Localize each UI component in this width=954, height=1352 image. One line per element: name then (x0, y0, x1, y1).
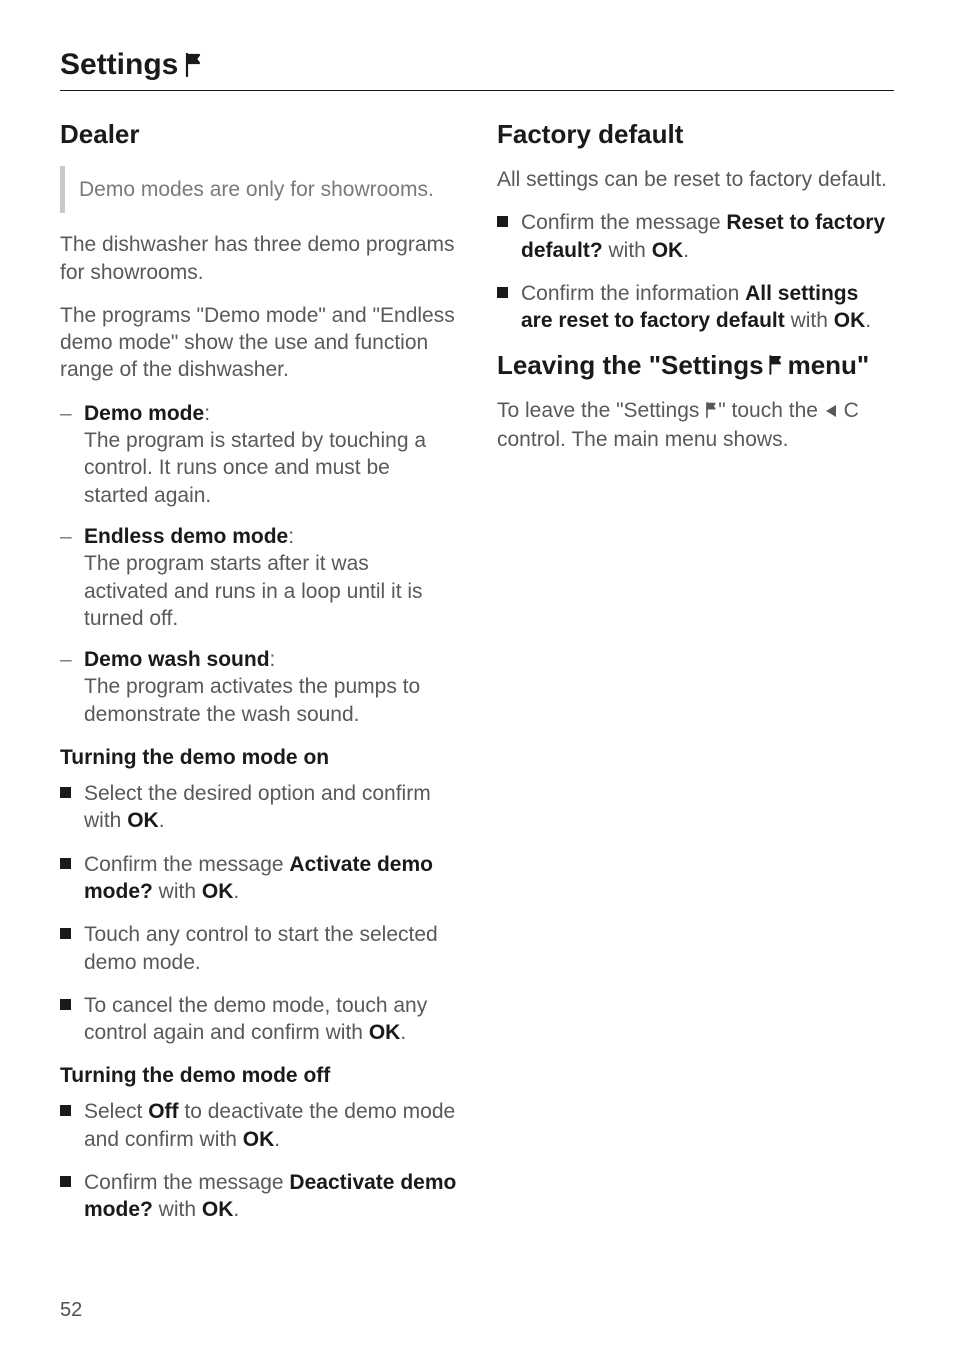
dealer-heading: Dealer (60, 119, 457, 150)
flag-icon (768, 350, 784, 381)
text: Confirm the message (521, 211, 726, 234)
text: . (683, 239, 689, 262)
mode-desc: The program is started by touching a con… (84, 429, 426, 507)
right-column: Factory default All settings can be rese… (497, 119, 894, 1240)
turn-off-heading: Turning the demo mode off (60, 1064, 457, 1088)
ok-label: OK (652, 239, 684, 262)
text: Confirm the message (84, 853, 289, 876)
para-showrooms: The dishwasher has three demo programs f… (60, 231, 457, 286)
turn-on-steps: Select the desired option and confirm wi… (60, 780, 457, 1046)
flag-icon (184, 52, 204, 78)
ok-label: OK (243, 1128, 275, 1151)
text: . (233, 880, 239, 903)
text: Confirm the information (521, 282, 745, 305)
triangle-left-icon (824, 398, 838, 425)
text: " touch the (718, 399, 824, 422)
list-item: Confirm the message Reset to factory def… (497, 209, 894, 264)
list-item: Select the desired option and confirm wi… (60, 780, 457, 835)
text: . (233, 1198, 239, 1221)
list-item: Confirm the message Deactivate demo mode… (60, 1169, 457, 1224)
ok-label: OK (369, 1021, 401, 1044)
mode-title: Endless demo mode (84, 525, 288, 548)
page-title-text: Settings (60, 48, 178, 82)
mode-title: Demo mode (84, 402, 204, 425)
list-item: Demo wash sound: The program activates t… (60, 646, 457, 728)
text: . (159, 809, 165, 832)
text: with (785, 309, 834, 332)
text: with (153, 1198, 202, 1221)
text: Confirm the message (84, 1171, 289, 1194)
list-item: Touch any control to start the selected … (60, 921, 457, 976)
text: Touch any control to start the selected … (84, 923, 438, 973)
left-column: Dealer Demo modes are only for showrooms… (60, 119, 457, 1240)
list-item: Confirm the message Activate demo mode? … (60, 851, 457, 906)
colon: : (288, 525, 294, 548)
list-item: Demo mode: The program is started by tou… (60, 400, 457, 509)
list-item: Endless demo mode: The program starts af… (60, 523, 457, 632)
note-box: Demo modes are only for showrooms. (60, 166, 457, 213)
text: To leave the "Settings (497, 399, 705, 422)
factory-para: All settings can be reset to factory def… (497, 166, 894, 193)
mode-title: Demo wash sound (84, 648, 270, 671)
list-item: To cancel the demo mode, touch any contr… (60, 992, 457, 1047)
text: Leaving the "Settings (497, 350, 764, 381)
leaving-para: To leave the "Settings " touch the C con… (497, 397, 894, 452)
page-number: 52 (60, 1299, 82, 1322)
page-title: Settings (60, 48, 894, 91)
text: menu" (788, 350, 870, 381)
para-programs: The programs "Demo mode" and "Endless de… (60, 302, 457, 384)
mode-list: Demo mode: The program is started by tou… (60, 400, 457, 728)
text: Select (84, 1100, 148, 1123)
colon: : (204, 402, 210, 425)
factory-heading: Factory default (497, 119, 894, 150)
list-item: Select Off to deactivate the demo mode a… (60, 1098, 457, 1153)
text: . (400, 1021, 406, 1044)
list-item: Confirm the information All settings are… (497, 280, 894, 335)
ok-label: OK (834, 309, 866, 332)
ok-label: OK (202, 880, 234, 903)
text: with (153, 880, 202, 903)
lcd-off: Off (148, 1100, 178, 1123)
ok-label: OK (202, 1198, 234, 1221)
turn-off-steps: Select Off to deactivate the demo mode a… (60, 1098, 457, 1223)
colon: : (270, 648, 276, 671)
text: . (274, 1128, 280, 1151)
flag-icon (705, 399, 718, 422)
leaving-heading: Leaving the "Settings menu" (497, 350, 894, 381)
turn-on-heading: Turning the demo mode on (60, 746, 457, 770)
ok-label: OK (127, 809, 159, 832)
mode-desc: The program activates the pumps to demon… (84, 675, 420, 725)
text: . (865, 309, 871, 332)
mode-desc: The program starts after it was activate… (84, 552, 423, 630)
factory-steps: Confirm the message Reset to factory def… (497, 209, 894, 334)
text: with (603, 239, 652, 262)
